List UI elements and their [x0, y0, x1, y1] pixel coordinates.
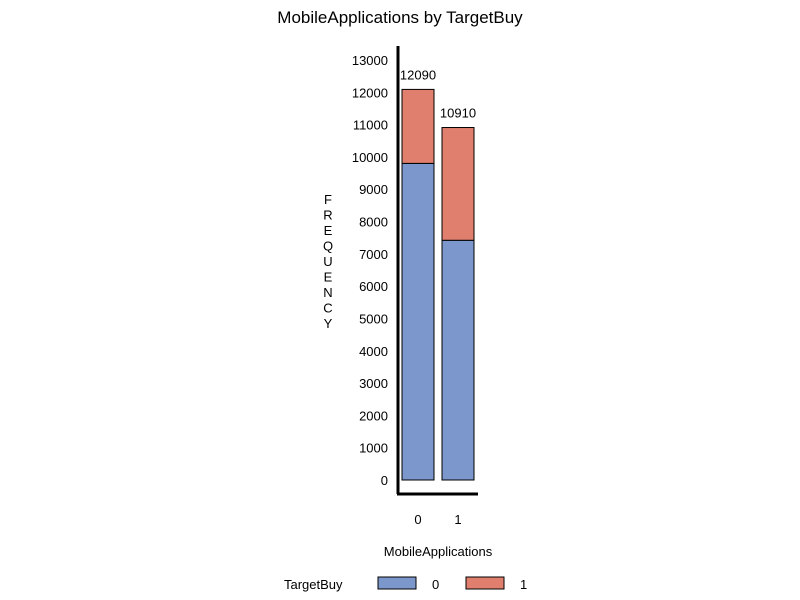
y-tick-label: 4000 — [359, 344, 388, 359]
x-tick-label: 1 — [454, 512, 461, 527]
bar-segment-1-series-0 — [441, 239, 475, 481]
chart-title: MobileApplications by TargetBuy — [277, 8, 523, 27]
y-tick-label: 9000 — [359, 182, 388, 197]
x-axis-label: MobileApplications — [384, 544, 493, 559]
bar-total-label: 12090 — [400, 67, 436, 82]
legend-swatch-0 — [377, 576, 417, 590]
legend-label-0: 0 — [432, 577, 439, 592]
bar-segment-0-series-0 — [401, 162, 435, 481]
y-axis-label-letter: E — [324, 270, 333, 285]
y-axis-label-letter: C — [323, 301, 332, 316]
y-axis-label-letter: N — [323, 285, 332, 300]
y-axis-label-letter: Q — [323, 239, 333, 254]
y-tick-label: 1000 — [359, 441, 388, 456]
y-tick-label: 8000 — [359, 215, 388, 230]
y-tick-label: 11000 — [353, 118, 388, 133]
x-tick-label: 0 — [414, 512, 421, 527]
y-tick-label: 5000 — [359, 311, 388, 326]
bar-segment-0-series-1 — [401, 88, 435, 164]
y-tick-label: 7000 — [359, 247, 388, 262]
legend-swatch-1 — [465, 576, 505, 590]
y-axis-ticks: 0 1000 2000 3000 4000 5000 6000 7000 8000 9000 100… — [352, 53, 388, 488]
legend-label-1: 1 — [520, 577, 527, 592]
y-tick-label: 12000 — [352, 85, 388, 100]
y-tick-label: 13000 — [352, 53, 388, 68]
y-tick-label: 0 — [381, 473, 388, 488]
bar-segment-1-series-1 — [441, 127, 475, 241]
bars — [401, 88, 475, 481]
y-tick-label: 3000 — [359, 376, 388, 391]
y-axis-label-letter: U — [323, 254, 332, 269]
y-tick-label: 6000 — [359, 279, 388, 294]
y-axis-label-letter: E — [324, 223, 333, 238]
y-tick-label: 2000 — [359, 408, 388, 423]
legend-title: TargetBuy — [284, 577, 343, 592]
y-axis-label-letter: Y — [324, 316, 333, 331]
y-axis-label-letter: F — [324, 192, 332, 207]
y-axis-label-letter: R — [323, 208, 332, 223]
bar-total-labels: 12090 10910 — [400, 67, 476, 120]
bar-total-label: 10910 — [440, 106, 476, 121]
y-tick-label: 10000 — [352, 150, 388, 165]
